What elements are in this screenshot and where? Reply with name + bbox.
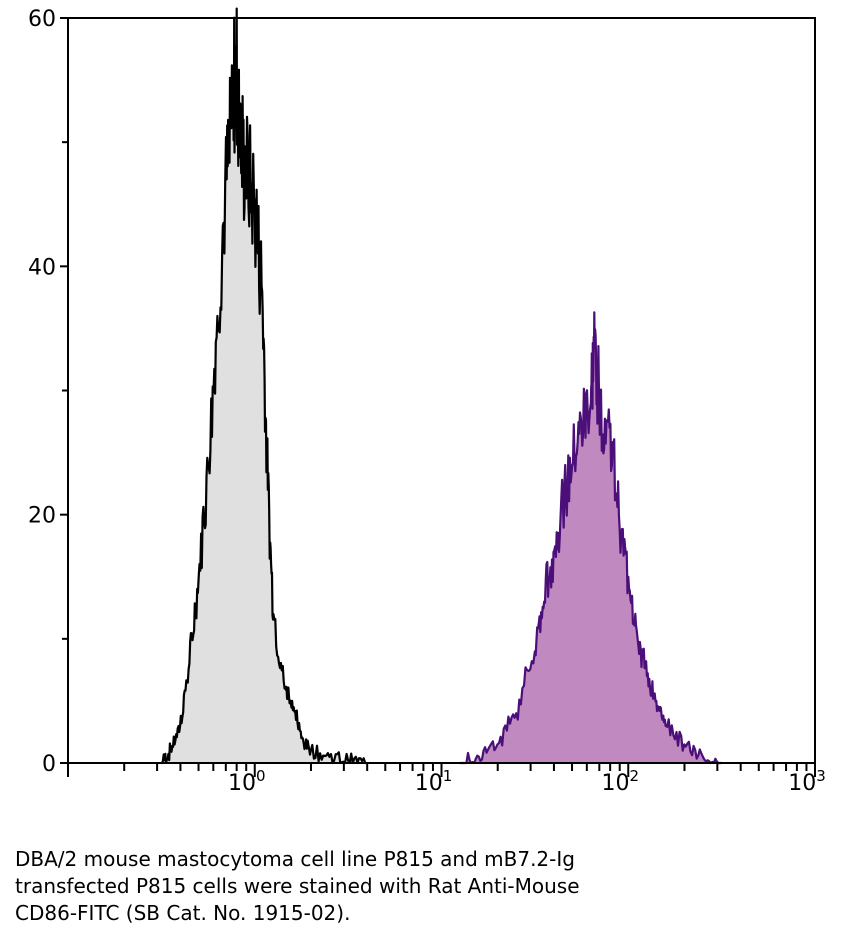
x-tick-exponent: 2 <box>629 767 639 785</box>
x-tick-exponent: 3 <box>816 767 826 785</box>
caption-line-1: DBA/2 mouse mastocytoma cell line P815 a… <box>15 847 575 871</box>
y-tick-label: 20 <box>28 504 56 529</box>
x-tick-base: 10 <box>601 771 629 796</box>
x-tick-exponent: 1 <box>443 767 453 785</box>
y-tick-label: 40 <box>28 255 56 280</box>
x-tick-base: 10 <box>415 771 443 796</box>
x-tick-label: 102 <box>601 767 639 796</box>
caption-line-2: transfected P815 cells were stained with… <box>15 874 580 898</box>
y-tick-label: 60 <box>28 7 56 32</box>
series-line-1 <box>161 7 367 765</box>
plot-frame <box>67 17 816 764</box>
x-tick-label: 101 <box>415 767 453 796</box>
x-tick-label: 100 <box>228 767 266 796</box>
caption-line-3: CD86-FITC (SB Cat. No. 1915-02). <box>15 901 351 925</box>
x-tick-base: 10 <box>228 771 256 796</box>
series-layer <box>161 7 722 765</box>
series-area-2 <box>460 312 722 763</box>
x-tick-base: 10 <box>788 771 816 796</box>
series-line-2 <box>460 311 722 765</box>
x-tick-exponent: 0 <box>256 767 266 785</box>
figure-caption: DBA/2 mouse mastocytoma cell line P815 a… <box>15 846 580 927</box>
x-tick-label: 103 <box>788 767 826 796</box>
y-tick-label: 0 <box>42 752 56 777</box>
